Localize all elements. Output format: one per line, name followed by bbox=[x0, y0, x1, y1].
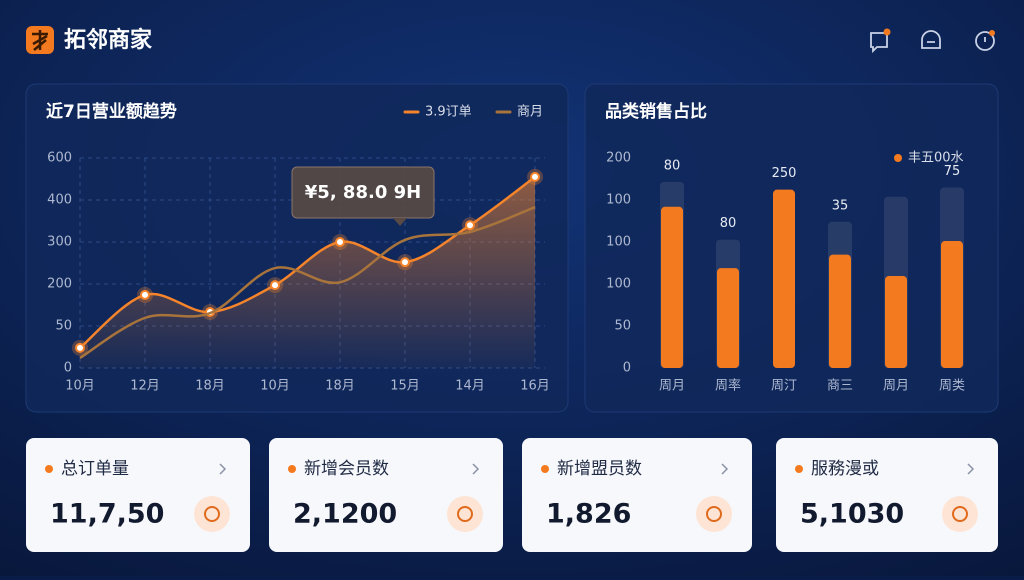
card-arrow bbox=[472, 463, 480, 475]
tooltip-text: ¥5, 88.0 9H bbox=[305, 182, 421, 203]
x-tick-label: 周汀 bbox=[771, 379, 797, 394]
y-axis-label: 0 bbox=[623, 361, 631, 376]
x-tick-label: 商三 bbox=[827, 379, 853, 394]
x-tick-label: 18月 bbox=[195, 379, 225, 394]
point bbox=[465, 220, 475, 231]
y-axis-label: 100 bbox=[606, 277, 631, 292]
panel-title: 品类销售占比 bbox=[605, 101, 707, 122]
y-axis-label: 50 bbox=[614, 319, 631, 334]
card-icon-bg bbox=[696, 496, 732, 532]
logo-glyph bbox=[32, 30, 48, 51]
card-arrow bbox=[219, 463, 227, 475]
y-axis-label: 100 bbox=[606, 193, 631, 208]
y-axis-label: 100 bbox=[606, 235, 631, 250]
notification-button[interactable] bbox=[870, 28, 891, 54]
series-area bbox=[80, 176, 535, 368]
x-tick-label: 16月 bbox=[520, 379, 550, 394]
card-label: 新增盟员数 bbox=[557, 459, 642, 479]
x-tick-label: 14月 bbox=[455, 379, 485, 394]
card-background bbox=[26, 438, 250, 552]
y-tick-label: 200 bbox=[47, 277, 72, 292]
x-tick-label: 周率 bbox=[715, 378, 741, 394]
stat-card[interactable]: 新增盟员数 1,826 bbox=[522, 438, 752, 552]
bar bbox=[661, 206, 683, 368]
card-arrow bbox=[721, 463, 729, 475]
bar-label: 35 bbox=[832, 198, 849, 213]
card-dot bbox=[288, 465, 296, 473]
card-dot bbox=[45, 465, 53, 473]
point bbox=[335, 237, 345, 247]
app-title: 拓邻商家 bbox=[64, 27, 153, 53]
tooltip bbox=[291, 166, 435, 219]
bar-label: 80 bbox=[664, 158, 681, 173]
x-tick-label: 10月 bbox=[65, 379, 95, 394]
card-background bbox=[776, 438, 998, 552]
card-label: 服務漫或 bbox=[811, 459, 879, 479]
point bbox=[75, 342, 85, 353]
point bbox=[140, 289, 150, 300]
card-value: 2,1200 bbox=[293, 499, 397, 530]
legend-label: 丰五00水 bbox=[908, 151, 964, 166]
bar bbox=[717, 268, 739, 368]
card-dot bbox=[541, 465, 549, 473]
bar-label: 80 bbox=[720, 216, 737, 231]
y-tick-label: 0 bbox=[64, 361, 72, 376]
bar-label: 75 bbox=[944, 164, 961, 179]
card-icon bbox=[204, 506, 220, 522]
settings-button[interactable] bbox=[975, 30, 995, 51]
card-value: 11,7,50 bbox=[50, 499, 164, 530]
x-tick-label: 周类 bbox=[939, 379, 965, 394]
point bbox=[270, 280, 280, 291]
x-tick-label: 12月 bbox=[130, 379, 160, 394]
card-icon-bg bbox=[194, 496, 230, 532]
x-tick-label: 周月 bbox=[883, 379, 909, 394]
point bbox=[530, 171, 540, 182]
card-background bbox=[269, 438, 503, 552]
y-tick-label: 50 bbox=[55, 319, 72, 334]
card-label: 总订单量 bbox=[61, 459, 129, 479]
stat-card[interactable]: 服務漫或 5,1030 bbox=[776, 438, 998, 552]
card-icon bbox=[457, 506, 473, 522]
card-value: 5,1030 bbox=[800, 499, 904, 530]
stat-card[interactable]: 总订单量 11,7,50 bbox=[26, 438, 250, 552]
card-icon-bg bbox=[447, 496, 483, 532]
y-tick-label: 300 bbox=[47, 235, 72, 250]
bar bbox=[885, 275, 907, 368]
legend-swatch bbox=[894, 154, 902, 162]
panel-title: 近7日营业额趋势 bbox=[46, 101, 177, 122]
card-arrow bbox=[967, 463, 975, 475]
message-button[interactable] bbox=[921, 30, 941, 49]
bar bbox=[829, 254, 851, 368]
x-tick-label: 15月 bbox=[390, 379, 420, 394]
card-icon-bg bbox=[942, 496, 978, 532]
card-label: 新增会员数 bbox=[304, 459, 389, 479]
bar bbox=[773, 189, 795, 368]
tooltip-pointer bbox=[393, 218, 407, 226]
y-tick-label: 400 bbox=[47, 193, 72, 208]
bar bbox=[941, 241, 963, 368]
card-dot bbox=[795, 465, 803, 473]
point bbox=[400, 257, 410, 268]
stat-card[interactable]: 新增会员数 2,1200 bbox=[269, 438, 503, 552]
legend-label: 3.9订单 bbox=[425, 105, 472, 120]
x-tick-label: 周月 bbox=[659, 379, 685, 394]
card-value: 1,826 bbox=[546, 499, 631, 530]
bar-label: 250 bbox=[772, 166, 797, 181]
y-axis-label: 200 bbox=[606, 151, 631, 166]
card-background bbox=[522, 438, 752, 552]
legend-label: 商月 bbox=[517, 105, 543, 120]
y-tick-label: 600 bbox=[47, 151, 72, 166]
card-icon bbox=[952, 506, 968, 522]
series-line bbox=[79, 205, 536, 359]
x-tick-label: 10月 bbox=[260, 379, 290, 394]
x-tick-label: 18月 bbox=[325, 379, 355, 394]
card-icon bbox=[706, 506, 722, 522]
